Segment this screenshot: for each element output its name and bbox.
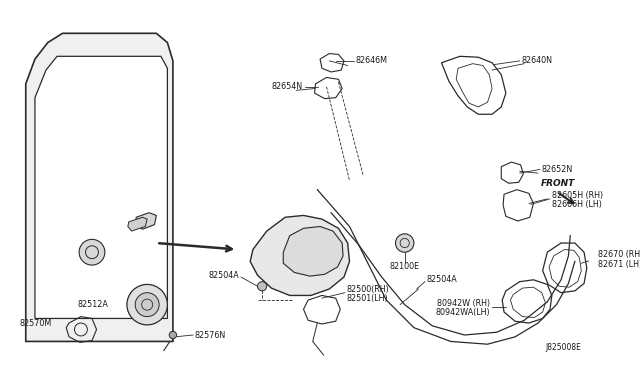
Text: 82570M: 82570M: [19, 318, 51, 327]
Text: FRONT: FRONT: [541, 179, 575, 188]
Polygon shape: [250, 215, 349, 295]
Text: 80942W (RH): 80942W (RH): [437, 299, 490, 308]
Text: 82576N: 82576N: [195, 330, 227, 340]
Polygon shape: [284, 227, 343, 276]
Circle shape: [79, 239, 105, 265]
Polygon shape: [128, 217, 147, 231]
Text: 82100E: 82100E: [390, 262, 420, 270]
Polygon shape: [136, 213, 156, 229]
Polygon shape: [26, 33, 173, 341]
Text: 82605H (RH): 82605H (RH): [552, 191, 603, 200]
Text: 82654N: 82654N: [271, 82, 303, 91]
Text: 82670 (RH): 82670 (RH): [598, 250, 640, 260]
Text: 82504A: 82504A: [427, 275, 458, 284]
Text: 82671 (LH): 82671 (LH): [598, 260, 640, 269]
Circle shape: [169, 331, 177, 339]
Polygon shape: [35, 56, 168, 318]
Text: 82606H (LH): 82606H (LH): [552, 200, 602, 209]
Circle shape: [396, 234, 414, 252]
Text: 82646M: 82646M: [355, 57, 387, 65]
Text: 82504A: 82504A: [209, 271, 239, 280]
Circle shape: [127, 285, 168, 325]
Text: J825008E: J825008E: [545, 343, 581, 352]
Text: 82500(RH): 82500(RH): [347, 285, 390, 294]
Text: 80942WA(LH): 80942WA(LH): [436, 308, 490, 317]
Text: 82640N: 82640N: [522, 57, 552, 65]
Text: 82652N: 82652N: [541, 165, 573, 174]
Text: 82501(LH): 82501(LH): [347, 294, 388, 303]
Circle shape: [257, 282, 267, 291]
Circle shape: [135, 293, 159, 317]
Text: 82512A: 82512A: [77, 300, 109, 309]
